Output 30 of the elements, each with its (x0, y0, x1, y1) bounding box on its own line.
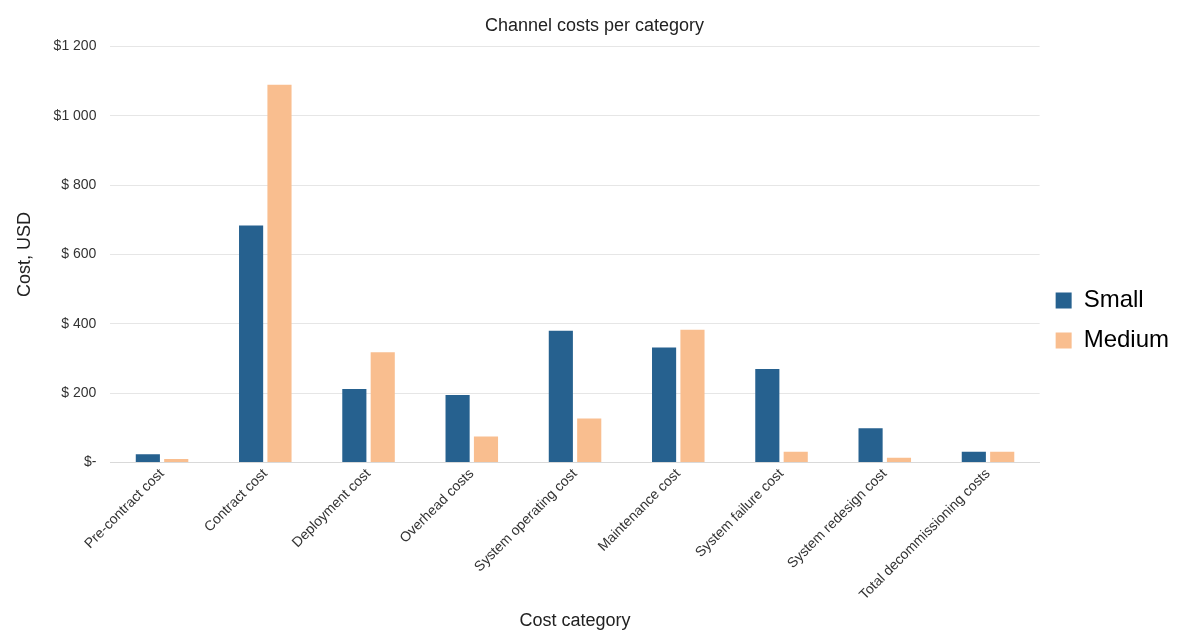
bar (652, 347, 677, 463)
y-tick-label: $1 000 (53, 106, 97, 123)
y-tick-label: $ 200 (61, 384, 97, 401)
y-tick-label: $ 800 (61, 176, 97, 193)
bar (577, 418, 602, 463)
bar (886, 457, 912, 463)
legend-label: Small (1083, 285, 1144, 313)
bar (473, 436, 499, 463)
bar (548, 330, 573, 463)
x-axis-title: Cost category (519, 610, 631, 631)
legend-label: Medium (1083, 325, 1169, 353)
bar (755, 368, 780, 463)
bar (858, 428, 883, 463)
bar (680, 329, 705, 463)
y-tick-label: $1 200 (53, 37, 97, 54)
bar (445, 394, 470, 463)
bar (342, 389, 367, 463)
y-axis-title: Cost, USD (13, 212, 34, 298)
bar (783, 451, 808, 463)
bar (267, 84, 292, 463)
bar (239, 225, 264, 463)
y-tick-label: $ 600 (61, 245, 97, 262)
y-tick-label: $ 400 (61, 314, 97, 331)
bar (164, 459, 189, 463)
bar (961, 451, 986, 463)
bar (370, 352, 395, 463)
chart-title: Channel costs per category (484, 14, 705, 35)
bar (135, 454, 160, 463)
bar (990, 451, 1015, 463)
y-tick-label: $- (83, 453, 97, 470)
